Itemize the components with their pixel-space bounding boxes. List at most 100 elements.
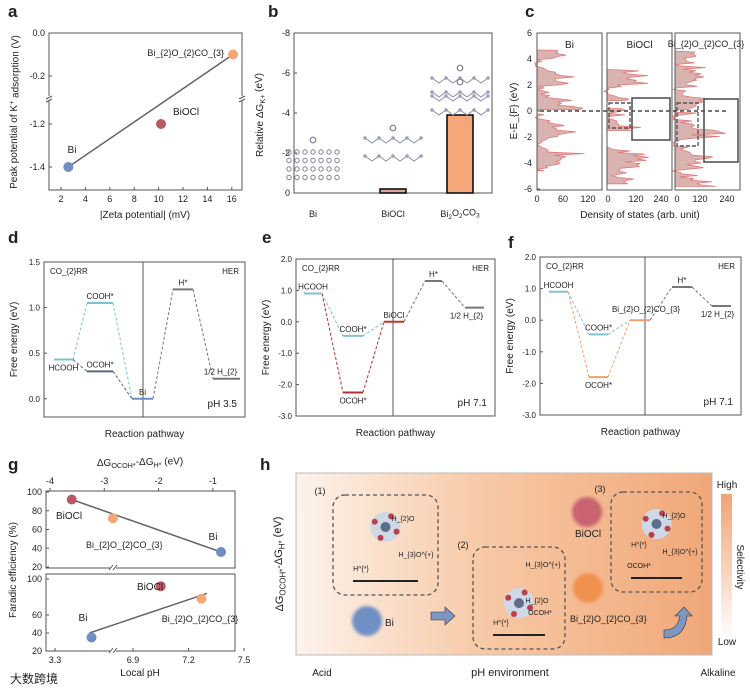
atom-icon [458, 90, 462, 94]
y-tick-label: 0.0 [29, 395, 41, 404]
species-label: OCOH* [627, 563, 651, 570]
y-axis-label: Faradic efficiency (%) [8, 522, 19, 618]
y-tick-label: 0 [285, 188, 290, 198]
atom-icon [310, 174, 316, 181]
atom-icon [444, 76, 448, 80]
pathway-connector [441, 280, 466, 308]
x-tick-label: 4 [83, 194, 88, 204]
y-tick-label: -1.4 [29, 162, 45, 172]
category-label: Bi [309, 209, 317, 219]
y-tick-label: 0.0 [525, 316, 537, 325]
x-tick-label: -4 [46, 476, 54, 486]
x-tick-label: 7.2 [182, 655, 195, 665]
x-tick-label: 120 [628, 194, 643, 204]
colorbar-low-label: Low [718, 637, 737, 648]
inset-dashed-box [332, 494, 439, 596]
y-tick-label: 4 [527, 54, 532, 64]
y-tick-label: 60 [32, 525, 42, 535]
pathway-connector [567, 291, 590, 378]
ph-note: pH 7.1 [704, 397, 734, 408]
acid-label: Acid [312, 668, 331, 679]
atom-icon [318, 149, 324, 155]
atom-icon [294, 166, 300, 172]
y-tick-label: -0.2 [29, 71, 45, 81]
k-ion-icon [456, 78, 464, 86]
x-tick-label: -1 [209, 476, 217, 486]
subplot-title: Bi_{2}O_{2}CO_{3} [668, 39, 745, 49]
pathway-connector [152, 289, 174, 399]
panel-label-d: d [8, 228, 18, 247]
plot-frame-g-bottom [45, 573, 236, 652]
inset-label: (3) [595, 484, 606, 494]
species-label: H_{3}O^{+} [662, 549, 698, 556]
zoom-inset [631, 97, 671, 141]
y-tick-label: 1.5 [29, 258, 41, 267]
fit-line [67, 53, 234, 168]
k-ion-icon [309, 136, 317, 144]
data-point [63, 162, 74, 172]
bar [379, 188, 407, 194]
axis-break [110, 565, 116, 571]
panel-label-b: b [268, 2, 278, 21]
x-tick-label: 2 [58, 194, 63, 204]
x-tick-label: 120 [692, 194, 707, 204]
point-label: BiOCl [56, 511, 82, 522]
level-label: 1/2 H_{2} [450, 312, 484, 321]
atom-icon [318, 174, 324, 181]
water-molecule-icon [527, 604, 534, 611]
atom-icon [302, 174, 308, 181]
x-tick-label: 8 [132, 194, 137, 204]
y-tick-label: 2 [527, 80, 532, 90]
level-label: OCOH* [585, 381, 612, 390]
marker-label: Bi [385, 618, 394, 629]
pathway-connector [112, 302, 133, 399]
y-tick-label: 20 [32, 646, 42, 656]
species-label: H_{3}O^{+} [525, 562, 561, 569]
y-tick-label: 1.0 [525, 285, 537, 294]
dos-area [602, 68, 649, 101]
data-point [196, 593, 207, 604]
y-axis-label: Free energy (eV) [261, 300, 272, 376]
level-label: HCOOH [298, 283, 328, 292]
watermark-logo: 大数跨境 [10, 671, 58, 686]
dos-area [606, 107, 641, 131]
atom-icon [310, 157, 316, 164]
point-label: Bi [68, 145, 77, 156]
x-tick-label: 120 [580, 194, 595, 204]
atom-icon [286, 157, 292, 164]
water-molecule-icon [642, 515, 649, 522]
y-tick-label: -2.0 [522, 379, 536, 388]
y-tick-label: -3.0 [278, 412, 292, 421]
x-axis-label: Local pH [120, 668, 159, 679]
x-tick-label: 240 [719, 194, 734, 204]
atom-icon [326, 174, 332, 181]
atom-icon [472, 76, 476, 80]
atom-icon [486, 108, 490, 112]
y-tick-label: 40 [32, 628, 42, 638]
x-tick-label: 10 [154, 194, 164, 204]
x-tick-label: 240 [653, 194, 668, 204]
point-label: BiOCl [137, 582, 163, 593]
water-molecule-icon [377, 534, 384, 541]
x-tick-label: 6 [107, 194, 112, 204]
line [45, 98, 53, 103]
pathway-connector [649, 286, 673, 321]
point-label: Bi_{2}O_{2}CO_{3} [86, 540, 163, 550]
marker-label: BiOCl [575, 529, 601, 540]
y-axis-label: Peak potential of K+​ adsorption (V) [7, 35, 22, 189]
data-point [216, 547, 227, 557]
y-tick-label: 2.0 [525, 253, 537, 262]
colorbar-high-label: High [717, 480, 738, 491]
atom-icon [294, 157, 300, 164]
atom-icon [326, 157, 332, 164]
plot-frame-d [43, 261, 246, 418]
curved-arrow-icon [663, 606, 693, 639]
x-tick-label: -3 [100, 476, 108, 486]
her-label: HER [718, 262, 735, 271]
line [108, 647, 114, 654]
y-tick-label: -3.0 [522, 411, 536, 420]
species-label: H_{2}O [392, 516, 416, 523]
data-point [156, 119, 167, 129]
y-tick-label: 100 [27, 487, 42, 497]
x-tick-label: 7.5 [238, 655, 251, 665]
